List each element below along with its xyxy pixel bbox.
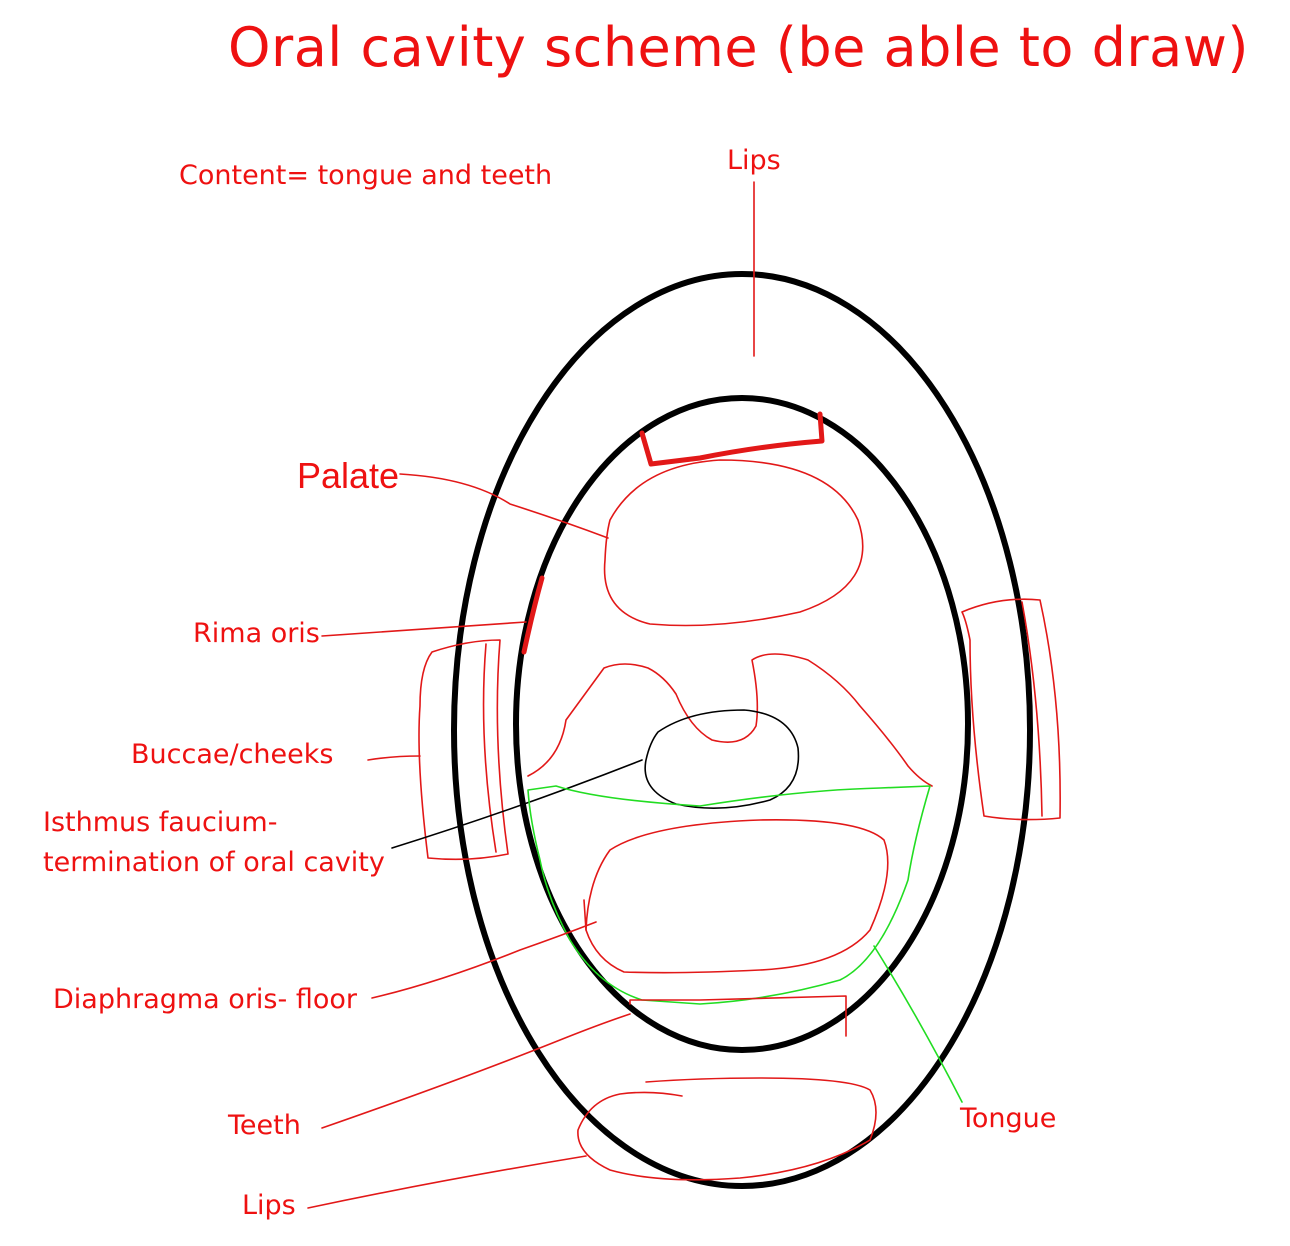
isthmus-pointer (391, 759, 643, 849)
inner-oral-cavity-outline (513, 395, 971, 1053)
teeth-label: Teeth (228, 1110, 301, 1141)
diaphragma-shape (585, 819, 889, 974)
palate-label: Palate (297, 455, 400, 496)
rima-oris-pointer (321, 621, 527, 637)
lips-top-label: Lips (727, 145, 781, 176)
right-cheek-shape (961, 598, 1061, 821)
isthmus-label-line1: Isthmus faucium- (43, 807, 278, 838)
rima-oris-mark (521, 575, 545, 655)
rima-oris-label: Rima oris (193, 618, 320, 649)
right-cheek-inner (1021, 601, 1043, 817)
left-cheek-inner (482, 643, 497, 853)
palate-pointer (399, 473, 609, 539)
diaphragma-tick (583, 899, 587, 931)
diaphragma-pointer (371, 921, 597, 999)
buccae-label: Buccae/cheeks (131, 739, 334, 770)
isthmus-faucium-shape (644, 709, 800, 809)
left-cheek-shape (418, 639, 509, 861)
content-label: Content= tongue and teeth (179, 160, 553, 191)
buccae-pointer (367, 755, 421, 761)
fauces-folds (527, 653, 933, 787)
tongue-pointer (873, 945, 963, 1103)
lips-bottom-label: Lips (242, 1190, 296, 1221)
lower-lip-shape (577, 1077, 877, 1181)
teeth-pointer (321, 1013, 631, 1129)
lower-teeth-mark (629, 995, 847, 1037)
upper-teeth-mark (639, 411, 825, 467)
diaphragma-label: Diaphragma oris- floor (53, 984, 357, 1015)
palate-shape (603, 459, 864, 627)
outer-lips-outline (451, 271, 1033, 1189)
isthmus-label-line2: termination of oral cavity (43, 847, 385, 878)
tongue-shape (527, 785, 931, 1005)
diagram-title: Oral cavity scheme (be able to draw) (228, 16, 1249, 79)
tongue-label: Tongue (960, 1103, 1057, 1134)
lips-bottom-pointer (307, 1155, 587, 1209)
